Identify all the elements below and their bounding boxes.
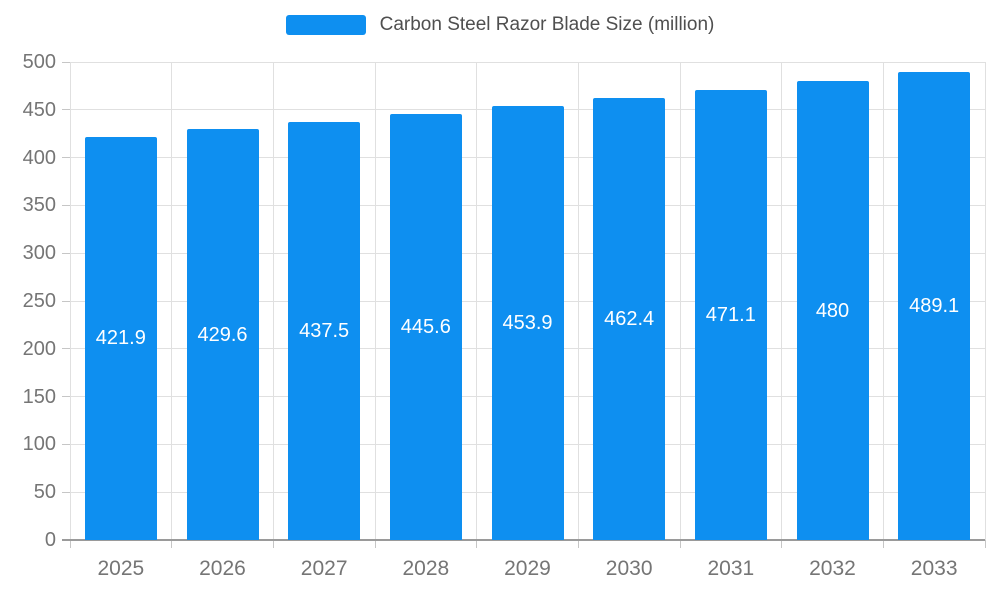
bar-2033[interactable] xyxy=(898,72,971,540)
y-axis-tick xyxy=(62,300,70,302)
x-axis-tick xyxy=(272,540,274,548)
gridline-v xyxy=(374,62,376,540)
y-axis-tick xyxy=(62,252,70,254)
bar-2026[interactable] xyxy=(186,129,259,540)
bar-value-label: 421.9 xyxy=(95,327,146,350)
gridline-v xyxy=(679,62,681,540)
x-axis-tick xyxy=(984,540,986,548)
bar-value-label: 462.4 xyxy=(604,307,655,330)
bar-2029[interactable] xyxy=(491,106,564,540)
y-axis-tick xyxy=(62,109,70,111)
x-axis-tick xyxy=(679,540,681,548)
x-axis-label: 2031 xyxy=(707,557,755,580)
x-axis-tick xyxy=(577,540,579,548)
y-axis-label: 50 xyxy=(33,481,56,504)
x-axis-tick xyxy=(781,540,783,548)
bar-value-label: 489.1 xyxy=(909,295,960,318)
bar-value-label: 453.9 xyxy=(502,312,553,335)
y-axis-tick xyxy=(62,61,70,63)
chart-legend[interactable]: Carbon Steel Razor Blade Size (million) xyxy=(0,14,1000,36)
bar-2027[interactable] xyxy=(288,121,361,540)
y-axis-tick xyxy=(62,443,70,445)
gridline-v xyxy=(577,62,579,540)
y-axis-label: 0 xyxy=(44,529,56,551)
x-axis-label: 2029 xyxy=(504,557,551,580)
gridline-v xyxy=(882,62,884,540)
y-axis-tick xyxy=(62,491,70,493)
x-axis-tick xyxy=(374,540,376,548)
y-axis-tick xyxy=(62,157,70,159)
gridline-h xyxy=(70,61,985,63)
gridline-v xyxy=(984,62,986,540)
x-axis-label: 2032 xyxy=(809,557,856,580)
x-axis-line xyxy=(62,539,985,541)
gridline-v xyxy=(69,62,71,540)
x-axis-tick xyxy=(171,540,173,548)
gridline-v xyxy=(781,62,783,540)
x-axis-label: 2027 xyxy=(300,557,348,580)
x-axis-label: 2025 xyxy=(97,557,145,580)
bar-value-label: 429.6 xyxy=(197,323,248,346)
gridline-v xyxy=(476,62,478,540)
bar-2025[interactable] xyxy=(84,136,157,540)
y-axis-label: 250 xyxy=(22,290,56,312)
y-axis-tick xyxy=(62,396,70,398)
y-axis-label: 400 xyxy=(22,146,56,169)
y-axis-tick xyxy=(62,348,70,350)
y-axis-label: 500 xyxy=(22,51,56,73)
x-axis-label: 2026 xyxy=(199,557,246,580)
y-axis-label: 100 xyxy=(22,433,56,456)
gridline-v xyxy=(272,62,274,540)
gridline-v xyxy=(171,62,173,540)
bar-2028[interactable] xyxy=(389,114,462,540)
y-axis-label: 200 xyxy=(22,337,56,360)
y-axis-tick xyxy=(62,204,70,206)
bar-2030[interactable] xyxy=(593,97,666,540)
x-axis-label: 2028 xyxy=(402,557,450,580)
bar-2031[interactable] xyxy=(694,89,767,540)
legend-swatch-icon xyxy=(285,15,366,35)
x-axis-label: 2033 xyxy=(910,557,958,580)
x-axis-tick xyxy=(882,540,884,548)
bar-value-label: 445.6 xyxy=(400,316,451,338)
y-axis-label: 450 xyxy=(22,98,56,121)
bar-2032[interactable] xyxy=(796,81,869,540)
bar-value-label: 437.5 xyxy=(299,319,350,342)
bar-value-label: 480 xyxy=(815,299,850,322)
x-axis-tick xyxy=(476,540,478,548)
x-axis-label: 2030 xyxy=(605,557,653,580)
y-axis-label: 300 xyxy=(22,242,56,265)
y-axis-label: 150 xyxy=(22,385,56,408)
x-axis-tick xyxy=(69,540,71,548)
bar-value-label: 471.1 xyxy=(705,303,756,326)
legend-label: Carbon Steel Razor Blade Size (million) xyxy=(379,14,715,35)
y-axis-label: 350 xyxy=(22,194,56,217)
